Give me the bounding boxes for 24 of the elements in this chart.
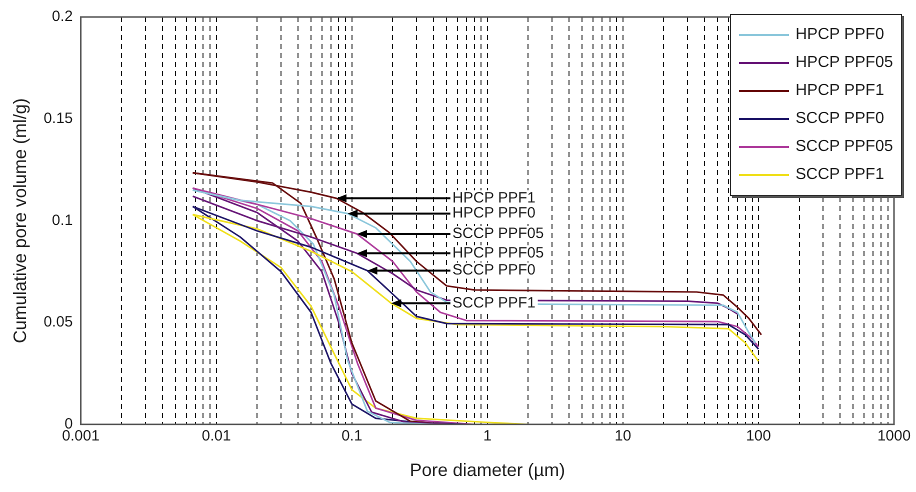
y-tick-label: 0.1 [52, 212, 73, 229]
annotation: HPCP PPF0 [452, 204, 536, 222]
y-tick-label: 0.15 [44, 110, 73, 127]
y-axis-title: Cumulative pore volume (ml/g) [10, 98, 30, 344]
legend-label: HPCP PPF0 [795, 26, 884, 44]
annotation: HPCP PPF05 [452, 244, 544, 262]
x-tick-label: 100 [746, 428, 771, 445]
x-tick-label: 0.01 [202, 428, 231, 445]
y-tick-label: 0.05 [44, 314, 73, 331]
y-tick-label: 0.2 [52, 8, 73, 26]
legend-label: HPCP PPF05 [795, 54, 893, 72]
x-axis-title: Pore diameter (µm) [410, 460, 566, 480]
x-tick-label: 10 [614, 428, 632, 445]
legend-label: HPCP PPF1 [795, 82, 884, 100]
x-tick-label: 1 [483, 428, 492, 445]
x-tick-label: 0.1 [341, 428, 362, 445]
annotation: SCCP PPF1 [452, 294, 536, 312]
legend-label: SCCP PPF1 [795, 166, 884, 184]
x-tick-label: 1000 [877, 428, 911, 445]
annotation: SCCP PPF0 [452, 262, 536, 279]
annotation: HPCP PPF1 [452, 189, 536, 206]
annotation: SCCP PPF05 [452, 225, 544, 242]
legend-label: SCCP PPF05 [795, 138, 893, 156]
legend-label: SCCP PPF0 [795, 110, 884, 128]
